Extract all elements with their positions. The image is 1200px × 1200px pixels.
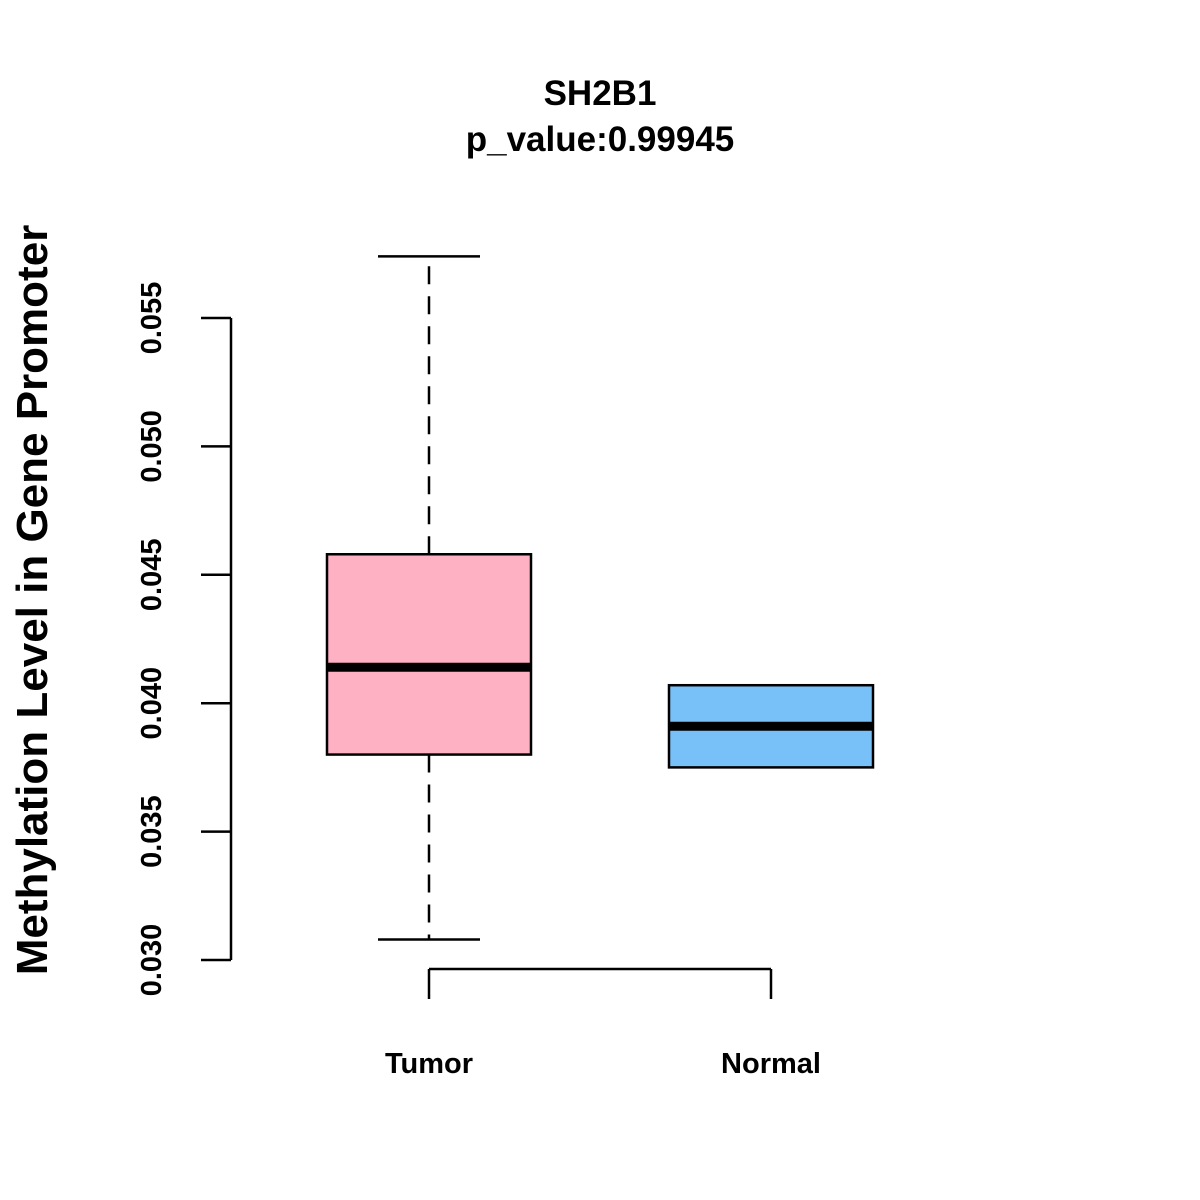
- y-tick-label: 0.055: [136, 282, 168, 355]
- y-tick-label: 0.045: [136, 539, 168, 612]
- y-tick-label: 0.030: [136, 924, 168, 997]
- y-axis: 0.030 0.035 0.040 0.045 0.050 0.055: [136, 282, 233, 997]
- y-tick-label: 0.040: [136, 667, 168, 740]
- chart-title: SH2B1: [544, 74, 657, 113]
- boxes-group: [325, 255, 875, 941]
- box-normal: [667, 683, 875, 769]
- chart-subtitle: p_value:0.99945: [466, 120, 735, 159]
- y-axis-label: Methylation Level in Gene Promoter: [8, 225, 57, 976]
- x-axis: Tumor Normal: [385, 967, 821, 1080]
- x-tick-label: Normal: [721, 1048, 821, 1080]
- box-body: [325, 553, 533, 756]
- y-tick-label: 0.050: [136, 410, 168, 483]
- x-tick-label: Tumor: [385, 1048, 473, 1080]
- box-tumor: [325, 255, 533, 941]
- y-tick-label: 0.035: [136, 795, 168, 868]
